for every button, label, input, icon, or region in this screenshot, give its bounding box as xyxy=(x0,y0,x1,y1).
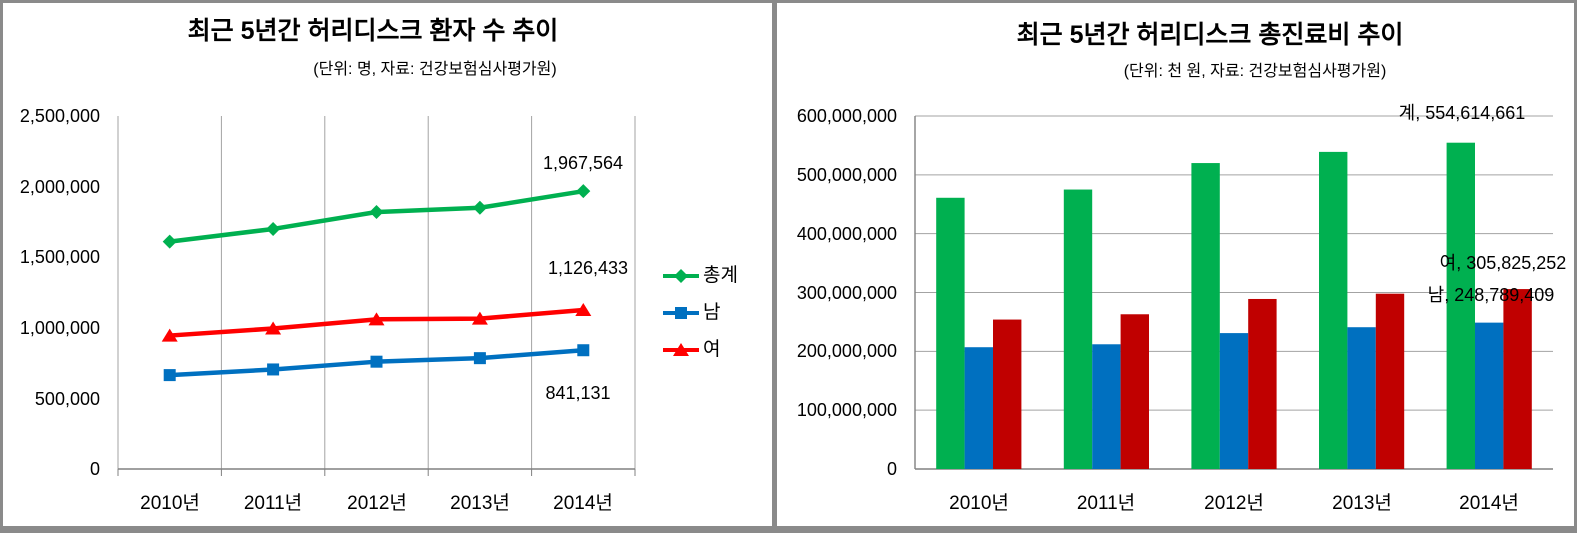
frame-border-right xyxy=(1574,0,1577,533)
data-label-total-2014: 1,967,564 xyxy=(542,153,624,173)
line-y-tick: 1,500,000 xyxy=(19,247,100,267)
data-label-male-cost-2014: 남, 248,789,409 xyxy=(1427,285,1555,305)
line-chart-subtitle: (단위: 명, 자료: 건강보험심사평가원) xyxy=(313,61,557,78)
bar-y-tick: 600,000,000 xyxy=(796,106,897,126)
bar-x-tick: 2011년 xyxy=(1076,493,1136,514)
bar-y-tick: 400,000,000 xyxy=(796,224,897,244)
legend-label-female: 여 xyxy=(703,339,721,360)
line-chart-title: 최근 5년간 허리디스크 환자 수 추이 xyxy=(187,17,559,45)
data-label-male-2014: 841,131 xyxy=(545,383,611,403)
line-x-tick: 2011년 xyxy=(243,493,303,514)
line-chart-gridlines xyxy=(117,116,636,476)
bar-y-tick: 500,000,000 xyxy=(796,165,897,185)
bar-y-tick: 300,000,000 xyxy=(796,283,897,303)
bar-x-tick: 2013년 xyxy=(1332,493,1392,514)
bar-chart-bars xyxy=(936,142,1532,470)
bar-y-tick: 100,000,000 xyxy=(796,400,897,420)
line-x-tick: 2014년 xyxy=(553,493,613,514)
bar-x-tick: 2014년 xyxy=(1459,493,1519,514)
frame-border-left xyxy=(0,0,3,533)
panel-divider xyxy=(772,0,777,533)
bar-x-tick: 2010년 xyxy=(949,493,1009,514)
line-chart-legend-symbols xyxy=(663,269,699,356)
bar-x-tick: 2012년 xyxy=(1204,493,1264,514)
bar-chart-subtitle: (단위: 천 원, 자료: 건강보험심사평가원) xyxy=(1123,63,1387,80)
line-y-tick: 2,000,000 xyxy=(19,177,100,197)
line-y-tick: 2,500,000 xyxy=(19,106,100,126)
frame-border-bottom xyxy=(0,526,1577,533)
legend-label-total: 총계 xyxy=(703,265,738,286)
frame-border-top xyxy=(0,0,1577,3)
line-y-tick: 0 xyxy=(89,459,100,479)
line-chart-series xyxy=(161,184,592,382)
bar-y-tick: 200,000,000 xyxy=(796,341,897,361)
legend-label-male: 남 xyxy=(703,302,721,323)
bar-chart-title: 최근 5년간 허리디스크 총진료비 추이 xyxy=(1016,21,1404,49)
line-x-tick: 2013년 xyxy=(450,493,510,514)
bar-y-tick: 0 xyxy=(886,459,897,479)
data-label-female-cost-2014: 여, 305,825,252 xyxy=(1439,253,1567,273)
line-x-tick: 2010년 xyxy=(140,493,200,514)
data-label-female-2014: 1,126,433 xyxy=(547,258,629,278)
line-x-tick: 2012년 xyxy=(347,493,407,514)
line-y-tick: 1,000,000 xyxy=(19,318,100,338)
line-y-tick: 500,000 xyxy=(34,389,100,409)
data-label-sum-2014: 계, 554,614,661 xyxy=(1398,103,1526,123)
